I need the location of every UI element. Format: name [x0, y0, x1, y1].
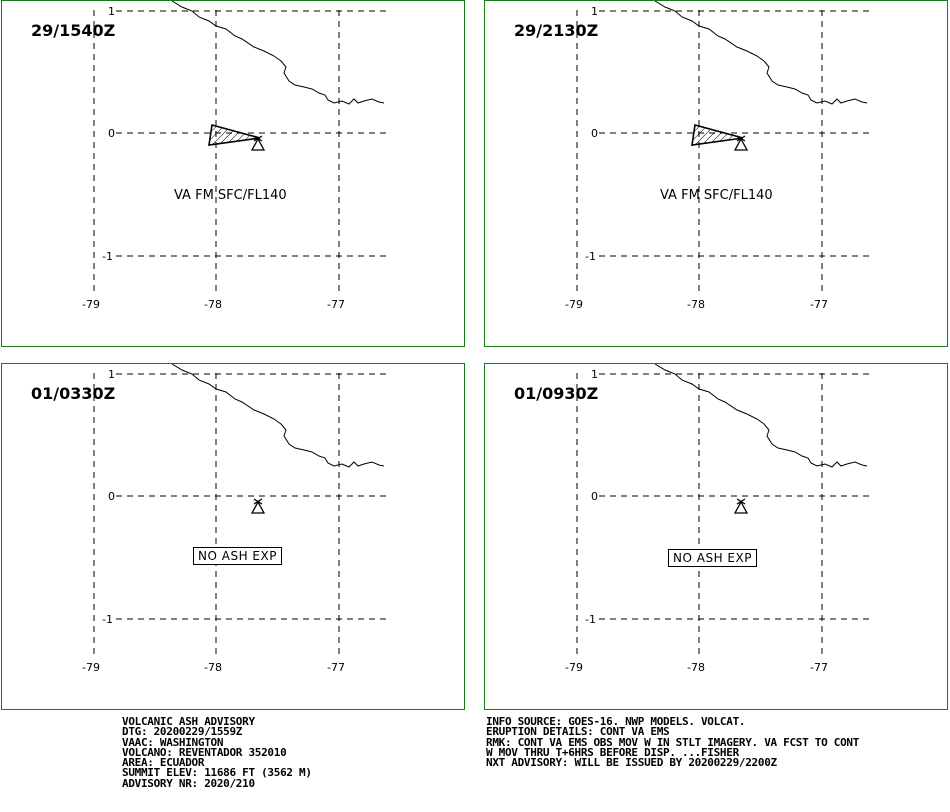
- advisory-line: W MOV THRU T+6HRS BEFORE DISP. ...FISHER: [486, 745, 739, 759]
- lat-tick-1: 1: [108, 368, 115, 381]
- valid-time: 01/0930Z: [514, 384, 599, 403]
- advisory-line: VOLCANIC ASH ADVISORY: [122, 715, 255, 728]
- map-3: 1 0 -1 -79 -78 -77: [82, 364, 387, 674]
- lat-tick-neg1: -1: [585, 613, 596, 626]
- lat-tick-neg1: -1: [585, 250, 596, 263]
- volcano-symbol: [733, 498, 749, 514]
- advisory-line: RMK: CONT VA EMS OBS MOV W IN STLT IMAGE…: [486, 735, 860, 749]
- advisory-details-right: INFO SOURCE: GOES-16. NWP MODELS. VOLCAT…: [486, 715, 860, 770]
- lat-tick-0: 0: [108, 127, 115, 140]
- lat-tick-1: 1: [108, 5, 115, 18]
- advisory-line: SUMMIT ELEV: 11686 FT (3562 M): [122, 766, 312, 780]
- lon-tick-neg78: -78: [687, 298, 705, 311]
- lon-tick-neg78: -78: [204, 661, 222, 674]
- lon-tick-neg78: -78: [687, 661, 705, 674]
- lon-tick-neg79: -79: [565, 661, 583, 674]
- lon-tick-neg77: -77: [810, 298, 828, 311]
- coastline: [654, 364, 868, 468]
- lon-tick-neg77: -77: [810, 661, 828, 674]
- valid-time: 29/1540Z: [31, 21, 116, 40]
- volcano-symbol: [733, 135, 749, 151]
- valid-time: 01/0330Z: [31, 384, 116, 403]
- va-level-label: VA FM SFC/FL140: [660, 188, 773, 203]
- lat-tick-1: 1: [591, 368, 598, 381]
- advisory-line: NXT ADVISORY: WILL BE ISSUED BY 20200229…: [486, 756, 777, 770]
- lon-tick-neg77: -77: [327, 661, 345, 674]
- lat-tick-neg1: -1: [102, 613, 113, 626]
- advisory-line: ERUPTION DETAILS: CONT VA EMS: [486, 725, 670, 739]
- ash-cloud-polygon: [691, 123, 744, 146]
- forecast-panel-2: 1 0 -1 -79 -78 -77 29/2130Z VA FM SFC/FL…: [484, 0, 948, 347]
- coastline: [171, 1, 385, 105]
- coastline: [171, 364, 385, 468]
- lon-tick-neg78: -78: [204, 298, 222, 311]
- forecast-panel-1: 1 0 -1 -79 -78 -77 29/1540Z VA FM SFC/FL…: [1, 0, 465, 347]
- lat-tick-0: 0: [108, 490, 115, 503]
- forecast-panel-3: 1 0 -1 -79 -78 -77 01/0330Z NO ASH EXP: [1, 363, 465, 710]
- lon-tick-neg79: -79: [82, 298, 100, 311]
- no-ash-box: NO ASH EXP: [668, 549, 757, 567]
- volcano-symbol: [250, 135, 266, 151]
- grid: [93, 10, 387, 291]
- lat-tick-0: 0: [591, 127, 598, 140]
- lon-tick-neg77: -77: [327, 298, 345, 311]
- volcano-symbol: [250, 498, 266, 514]
- lon-tick-neg79: -79: [565, 298, 583, 311]
- ash-cloud-polygon: [208, 123, 261, 146]
- va-level-label: VA FM SFC/FL140: [174, 188, 287, 203]
- advisory-line: DTG: 20200229/1559Z: [122, 725, 243, 739]
- map-4: 1 0 -1 -79 -78 -77: [565, 364, 870, 674]
- map-1: 1 0 -1 -79 -78 -77: [82, 1, 387, 311]
- lat-tick-1: 1: [591, 5, 598, 18]
- grid: [576, 10, 870, 291]
- advisory-header-left: VOLCANIC ASH ADVISORY DTG: 20200229/1559Z…: [122, 715, 312, 790]
- lat-tick-neg1: -1: [102, 250, 113, 263]
- forecast-panel-4: 1 0 -1 -79 -78 -77 01/0930Z NO ASH EXP: [484, 363, 948, 710]
- no-ash-box: NO ASH EXP: [193, 547, 282, 565]
- grid: [576, 373, 870, 654]
- grid: [93, 373, 387, 654]
- advisory-line: INFO SOURCE: GOES-16. NWP MODELS. VOLCAT…: [486, 715, 746, 728]
- valid-time: 29/2130Z: [514, 21, 599, 40]
- advisory-line: VAAC: WASHINGTON: [122, 735, 224, 749]
- advisory-line: ADVISORY NR: 2020/210: [122, 776, 255, 790]
- lat-tick-0: 0: [591, 490, 598, 503]
- coastline: [654, 1, 868, 105]
- map-2: 1 0 -1 -79 -78 -77: [565, 1, 870, 311]
- advisory-line: AREA: ECUADOR: [122, 756, 205, 770]
- lon-tick-neg79: -79: [82, 661, 100, 674]
- advisory-line: VOLCANO: REVENTADOR 352010: [122, 745, 287, 759]
